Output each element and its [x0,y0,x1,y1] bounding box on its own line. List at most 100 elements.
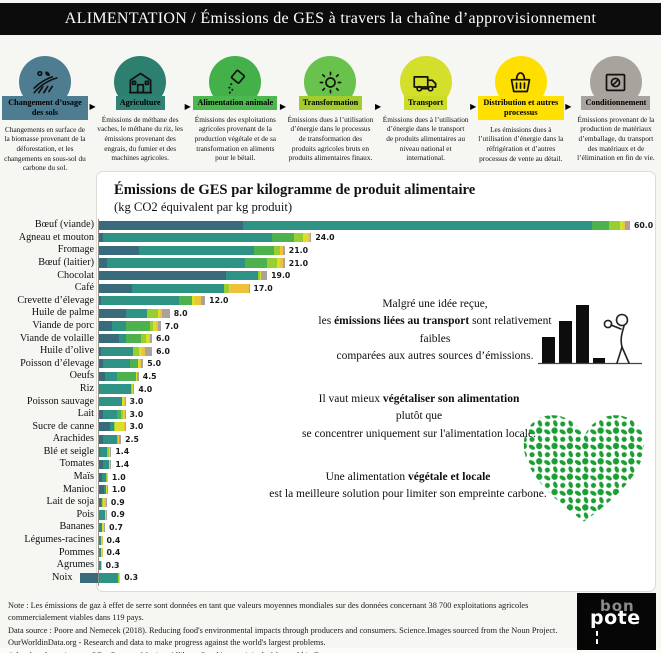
bar-segment-agriculture [99,535,101,545]
bar-segment-transformation [132,346,139,356]
bar-value-label: 0.9 [110,510,125,520]
bar-segment-changement_usage_sols [99,447,100,457]
category-label: Huile de palme [31,307,94,319]
bar [99,321,161,331]
chart-row: Lait 3.0 [4,408,658,421]
chain-stage-2: Agriculture Émissions de méthane des vach… [97,56,183,173]
annotation-line: comparées aux autres sources d’émissions… [336,349,534,362]
bar [99,535,103,545]
annotation-line: Une alimentation [325,471,409,483]
category-label: Café [74,282,94,294]
bar-segment-changement_usage_sols [99,409,104,419]
local-annotation: Une alimentation végétale et locale est … [260,469,556,504]
bar-segment-transport [303,233,308,243]
basket-icon [510,71,531,92]
chart-row: Agrumes 0.3 [4,559,658,572]
bar-segment-conditionnement [137,371,139,382]
chart-row: Sucre de canne 3.0 [4,421,658,434]
bar-segment-agriculture [126,308,147,319]
bar-segment-conditionnement [110,447,112,457]
bar-segment-distribution [123,422,125,432]
category-label: Crevette d’élevage [17,294,94,306]
bar-segment-transport [106,472,108,482]
bar-segment-transport [101,522,105,533]
bar-segment-conditionnement [624,220,630,230]
bar-value-label: 1.4 [115,460,130,470]
chart-row: Agneau et mouton 24.0 [4,232,658,245]
bar-segment-distribution [139,359,142,369]
category-label: Huile d’olive [39,345,94,357]
chart-row: Chocolat 19.0 [4,269,658,282]
bar-segment-transformation [146,308,159,319]
bar-segment-changement_usage_sols [99,308,127,319]
bar [99,245,285,256]
bar-segment-distribution [307,233,310,243]
bar-value-label: 3.0 [129,422,144,432]
bar [99,346,153,356]
bar-value-label: 0.4 [106,548,121,558]
bar-segment-changement_usage_sols [99,245,139,256]
bar-segment-conditionnement [309,233,312,243]
bar-segment-transformation [116,434,118,444]
stage-description: Émissions provenant de la production de … [577,114,655,163]
bar-segment-transport [108,447,110,457]
bar [99,271,268,281]
category-label: Manioc [62,483,94,495]
bar-segment-transport [122,409,124,419]
stage-label: Alimentation animale [193,96,278,110]
chart-row: Pois 0.9 [4,509,658,522]
feed-sack-icon [228,69,245,94]
bar-segment-changement_usage_sols [99,371,106,382]
bar-segment-transport [620,220,623,230]
bar-segment-changement_usage_sols [99,485,105,495]
field-icon [32,70,58,93]
chain-arrow-icon: ▶ [89,102,96,111]
bar-value-label: 3.0 [129,409,144,419]
barn-icon [128,72,152,93]
bar-value-label: 0.3 [124,573,139,583]
bar-segment-transformation [118,573,120,583]
bar-segment-conditionnement [260,271,268,281]
bar-value-label: 1.4 [115,447,130,457]
bar-segment-transport [138,346,143,356]
bar-segment-transport [152,321,156,331]
chart-row: Bananes 0.7 [4,521,658,534]
bonpote-logo: bon pote [577,593,656,650]
chart-row: Riz 4.0 [4,383,658,396]
category-label: Bœuf (viande) [34,219,94,231]
stage-description: Les émissions dues à l’utilisation d’éne… [478,124,564,163]
annotation-bold: végétale et locale [408,471,491,483]
bar-segment-changement_usage_sols [99,359,104,369]
bar-segment-transformation [130,384,132,394]
bar-segment-alimentation_animale [126,321,151,331]
bar-segment-conditionnement [106,485,108,495]
chart-row: Poisson d’élevage 5.0 [4,358,658,371]
category-label: Bananes [59,521,94,533]
stage-description: Émissions dues à l’utilisation d’énergie… [287,114,374,163]
bar-segment-agriculture [100,497,102,507]
bar-segment-changement_usage_sols [99,220,244,230]
stage-description: Émissions de méthane des vaches, le méth… [97,114,183,163]
bar-segment-agriculture [99,522,102,533]
bar-segment-agriculture [225,271,259,281]
bar [99,422,126,432]
footnotes: Note : Les émissions de gaz à effet de s… [8,600,564,653]
bar-value-label: 0.4 [106,535,121,545]
bar-segment-changement_usage_sols [99,459,103,470]
chart-row: Lait de soja 0.9 [4,496,658,509]
bar-segment-changement_usage_sols [99,422,110,432]
category-label: Lait [77,408,94,420]
chain-stage-5: Transport Émissions dues à l’utilisation … [383,56,469,173]
bar-segment-agriculture [131,283,224,293]
bar-segment-alimentation_animale [129,359,138,369]
bar [99,409,126,419]
bar-segment-conditionnement [283,245,285,256]
category-label: Poisson d’élevage [20,357,94,369]
footnote-source: Data source : Poore and Nemecek (2018). … [8,625,558,648]
chart-row: Bœuf (viande) 60.0 [4,219,658,232]
bar-segment-distribution [622,220,625,230]
bar-segment-agriculture [138,245,254,256]
bar-value-label: 4.0 [138,384,153,394]
bar-value-label: 3.0 [129,397,144,407]
chart-row: Noix 0.3 [4,572,658,585]
